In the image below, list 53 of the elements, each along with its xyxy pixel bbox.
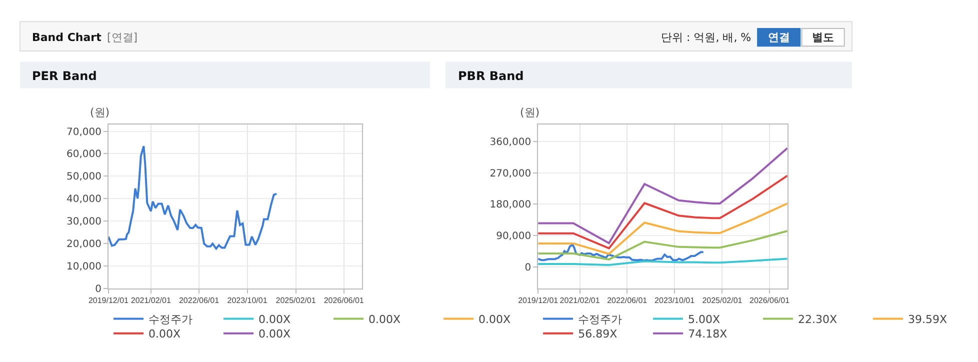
legend-label: 56.89X (578, 328, 618, 341)
y-tick-label: 70,000 (66, 126, 102, 138)
legend-label: 0.00X (258, 313, 291, 326)
line-series (538, 244, 704, 262)
y-tick-label: 0 (95, 284, 102, 295)
x-tick-label: 2021/02/01 (560, 296, 600, 305)
y-tick-label: 270,000 (490, 168, 532, 180)
text: [연결] (107, 31, 138, 44)
y-tick-label: 30,000 (66, 216, 102, 228)
x-tick-label: 2025/02/01 (702, 296, 743, 305)
legend-label: 0.00X (258, 328, 291, 341)
y-axis-title: (원) (90, 106, 110, 119)
y-axis-title: (원) (520, 106, 540, 119)
legend-label: 5.00X (688, 313, 720, 326)
chart-title: PBR Band (458, 69, 524, 83)
text: 연결 (768, 31, 790, 44)
y-tick-label: 60,000 (66, 149, 102, 160)
text: 별도 (812, 31, 834, 44)
y-tick-label: 0 (524, 262, 532, 274)
legend-label: 74.18X (688, 328, 728, 341)
y-tick-label: 40,000 (66, 194, 102, 206)
x-tick-label: 2019/12/01 (88, 296, 130, 305)
legend-label: 0.00X (148, 328, 181, 341)
chart-title: PER Band (32, 69, 97, 83)
line-series (108, 145, 278, 250)
x-tick-label: 2026/06/01 (324, 296, 364, 305)
legend-label: 수정주가 (148, 313, 192, 326)
y-tick-label: 10,000 (66, 261, 102, 272)
text: Band Chart (32, 31, 102, 44)
x-tick-label: 2019/12/01 (518, 296, 559, 305)
line-series (538, 230, 788, 260)
x-tick-label: 2025/02/01 (276, 296, 316, 305)
y-tick-label: 90,000 (496, 230, 532, 242)
line-series (538, 174, 788, 250)
x-tick-label: 2026/06/01 (749, 296, 790, 305)
legend-label: 0.00X (478, 313, 511, 326)
x-tick-label: 2021/02/01 (130, 296, 172, 305)
x-tick-label: 2022/06/01 (178, 296, 220, 305)
y-tick-label: 180,000 (490, 200, 532, 211)
line-series (538, 202, 788, 255)
y-tick-label: 50,000 (66, 172, 102, 183)
y-tick-label: 20,000 (66, 238, 102, 250)
line-series (538, 258, 788, 266)
x-tick-label: 2022/06/01 (607, 296, 648, 305)
legend-label: 39.59X (908, 313, 948, 326)
legend-label: 0.00X (368, 313, 401, 326)
legend-label: 수정주가 (578, 313, 622, 326)
legend-label: 22.30X (798, 313, 838, 326)
x-tick-label: 2023/10/01 (227, 296, 268, 305)
text: 단위 : 억원, 배, % (661, 31, 752, 44)
line-series (538, 147, 788, 244)
x-tick-label: 2023/10/01 (654, 296, 696, 305)
y-tick-label: 360,000 (490, 137, 532, 148)
